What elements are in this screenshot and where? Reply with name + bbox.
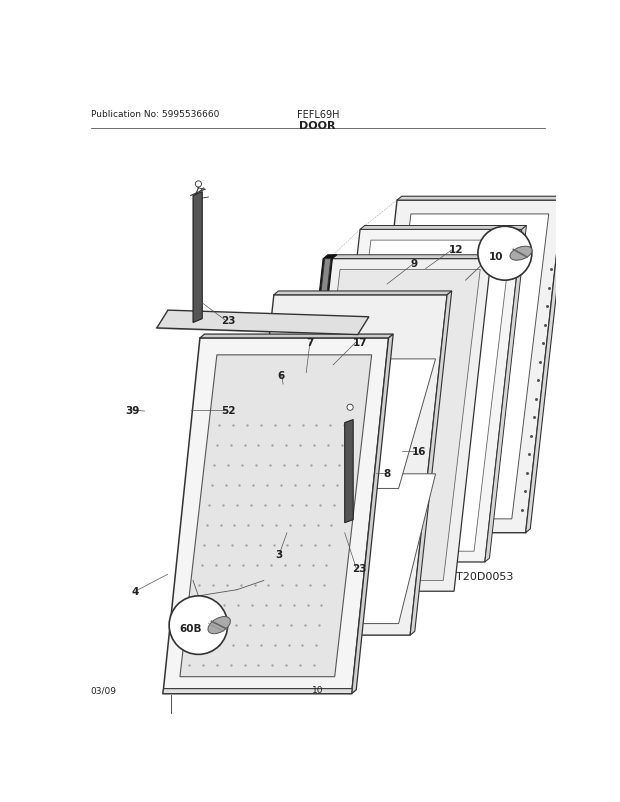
Polygon shape (345, 420, 353, 523)
Polygon shape (323, 230, 522, 562)
Polygon shape (293, 259, 491, 592)
Polygon shape (352, 334, 393, 694)
Polygon shape (334, 241, 511, 552)
Text: 16: 16 (412, 447, 426, 456)
Ellipse shape (510, 247, 532, 261)
Polygon shape (303, 270, 480, 581)
Circle shape (478, 227, 532, 281)
Polygon shape (237, 295, 447, 635)
Circle shape (169, 596, 228, 654)
Text: T20D0053: T20D0053 (456, 572, 514, 581)
Text: 12: 12 (449, 245, 463, 255)
Text: 52: 52 (221, 405, 236, 415)
Polygon shape (397, 197, 567, 200)
Polygon shape (163, 689, 352, 694)
Text: 17: 17 (352, 338, 367, 347)
Polygon shape (526, 197, 567, 533)
Text: 9: 9 (410, 259, 417, 269)
Polygon shape (286, 259, 332, 592)
Polygon shape (180, 355, 371, 677)
Circle shape (195, 181, 202, 188)
Text: 8: 8 (383, 468, 391, 478)
Polygon shape (329, 255, 495, 259)
Text: Publication No: 5995536660: Publication No: 5995536660 (91, 110, 219, 119)
Polygon shape (200, 334, 393, 338)
Polygon shape (163, 338, 389, 694)
Polygon shape (360, 226, 526, 230)
Text: 10: 10 (489, 251, 503, 261)
Text: FEFL69H: FEFL69H (296, 110, 339, 120)
Text: 60B: 60B (179, 623, 202, 634)
Polygon shape (410, 292, 452, 635)
Ellipse shape (208, 617, 231, 634)
Polygon shape (288, 259, 331, 592)
Text: 23: 23 (221, 316, 236, 326)
Text: 39: 39 (125, 405, 140, 415)
Polygon shape (274, 292, 452, 295)
Polygon shape (360, 200, 562, 533)
Text: 03/09: 03/09 (91, 686, 117, 695)
Text: 4: 4 (131, 586, 139, 597)
Polygon shape (323, 255, 337, 259)
Polygon shape (193, 192, 202, 323)
Text: 6: 6 (278, 371, 285, 380)
Text: eReplacementParts.com: eReplacementParts.com (258, 430, 378, 439)
Polygon shape (249, 474, 436, 624)
Text: 23: 23 (352, 564, 367, 573)
Text: DOOR: DOOR (299, 121, 336, 131)
Circle shape (347, 405, 353, 411)
Text: 3: 3 (275, 549, 283, 560)
Text: 10: 10 (312, 686, 324, 695)
Polygon shape (374, 215, 549, 519)
Text: 7: 7 (306, 338, 314, 347)
Polygon shape (157, 310, 369, 335)
Polygon shape (249, 359, 436, 489)
Polygon shape (485, 226, 526, 562)
